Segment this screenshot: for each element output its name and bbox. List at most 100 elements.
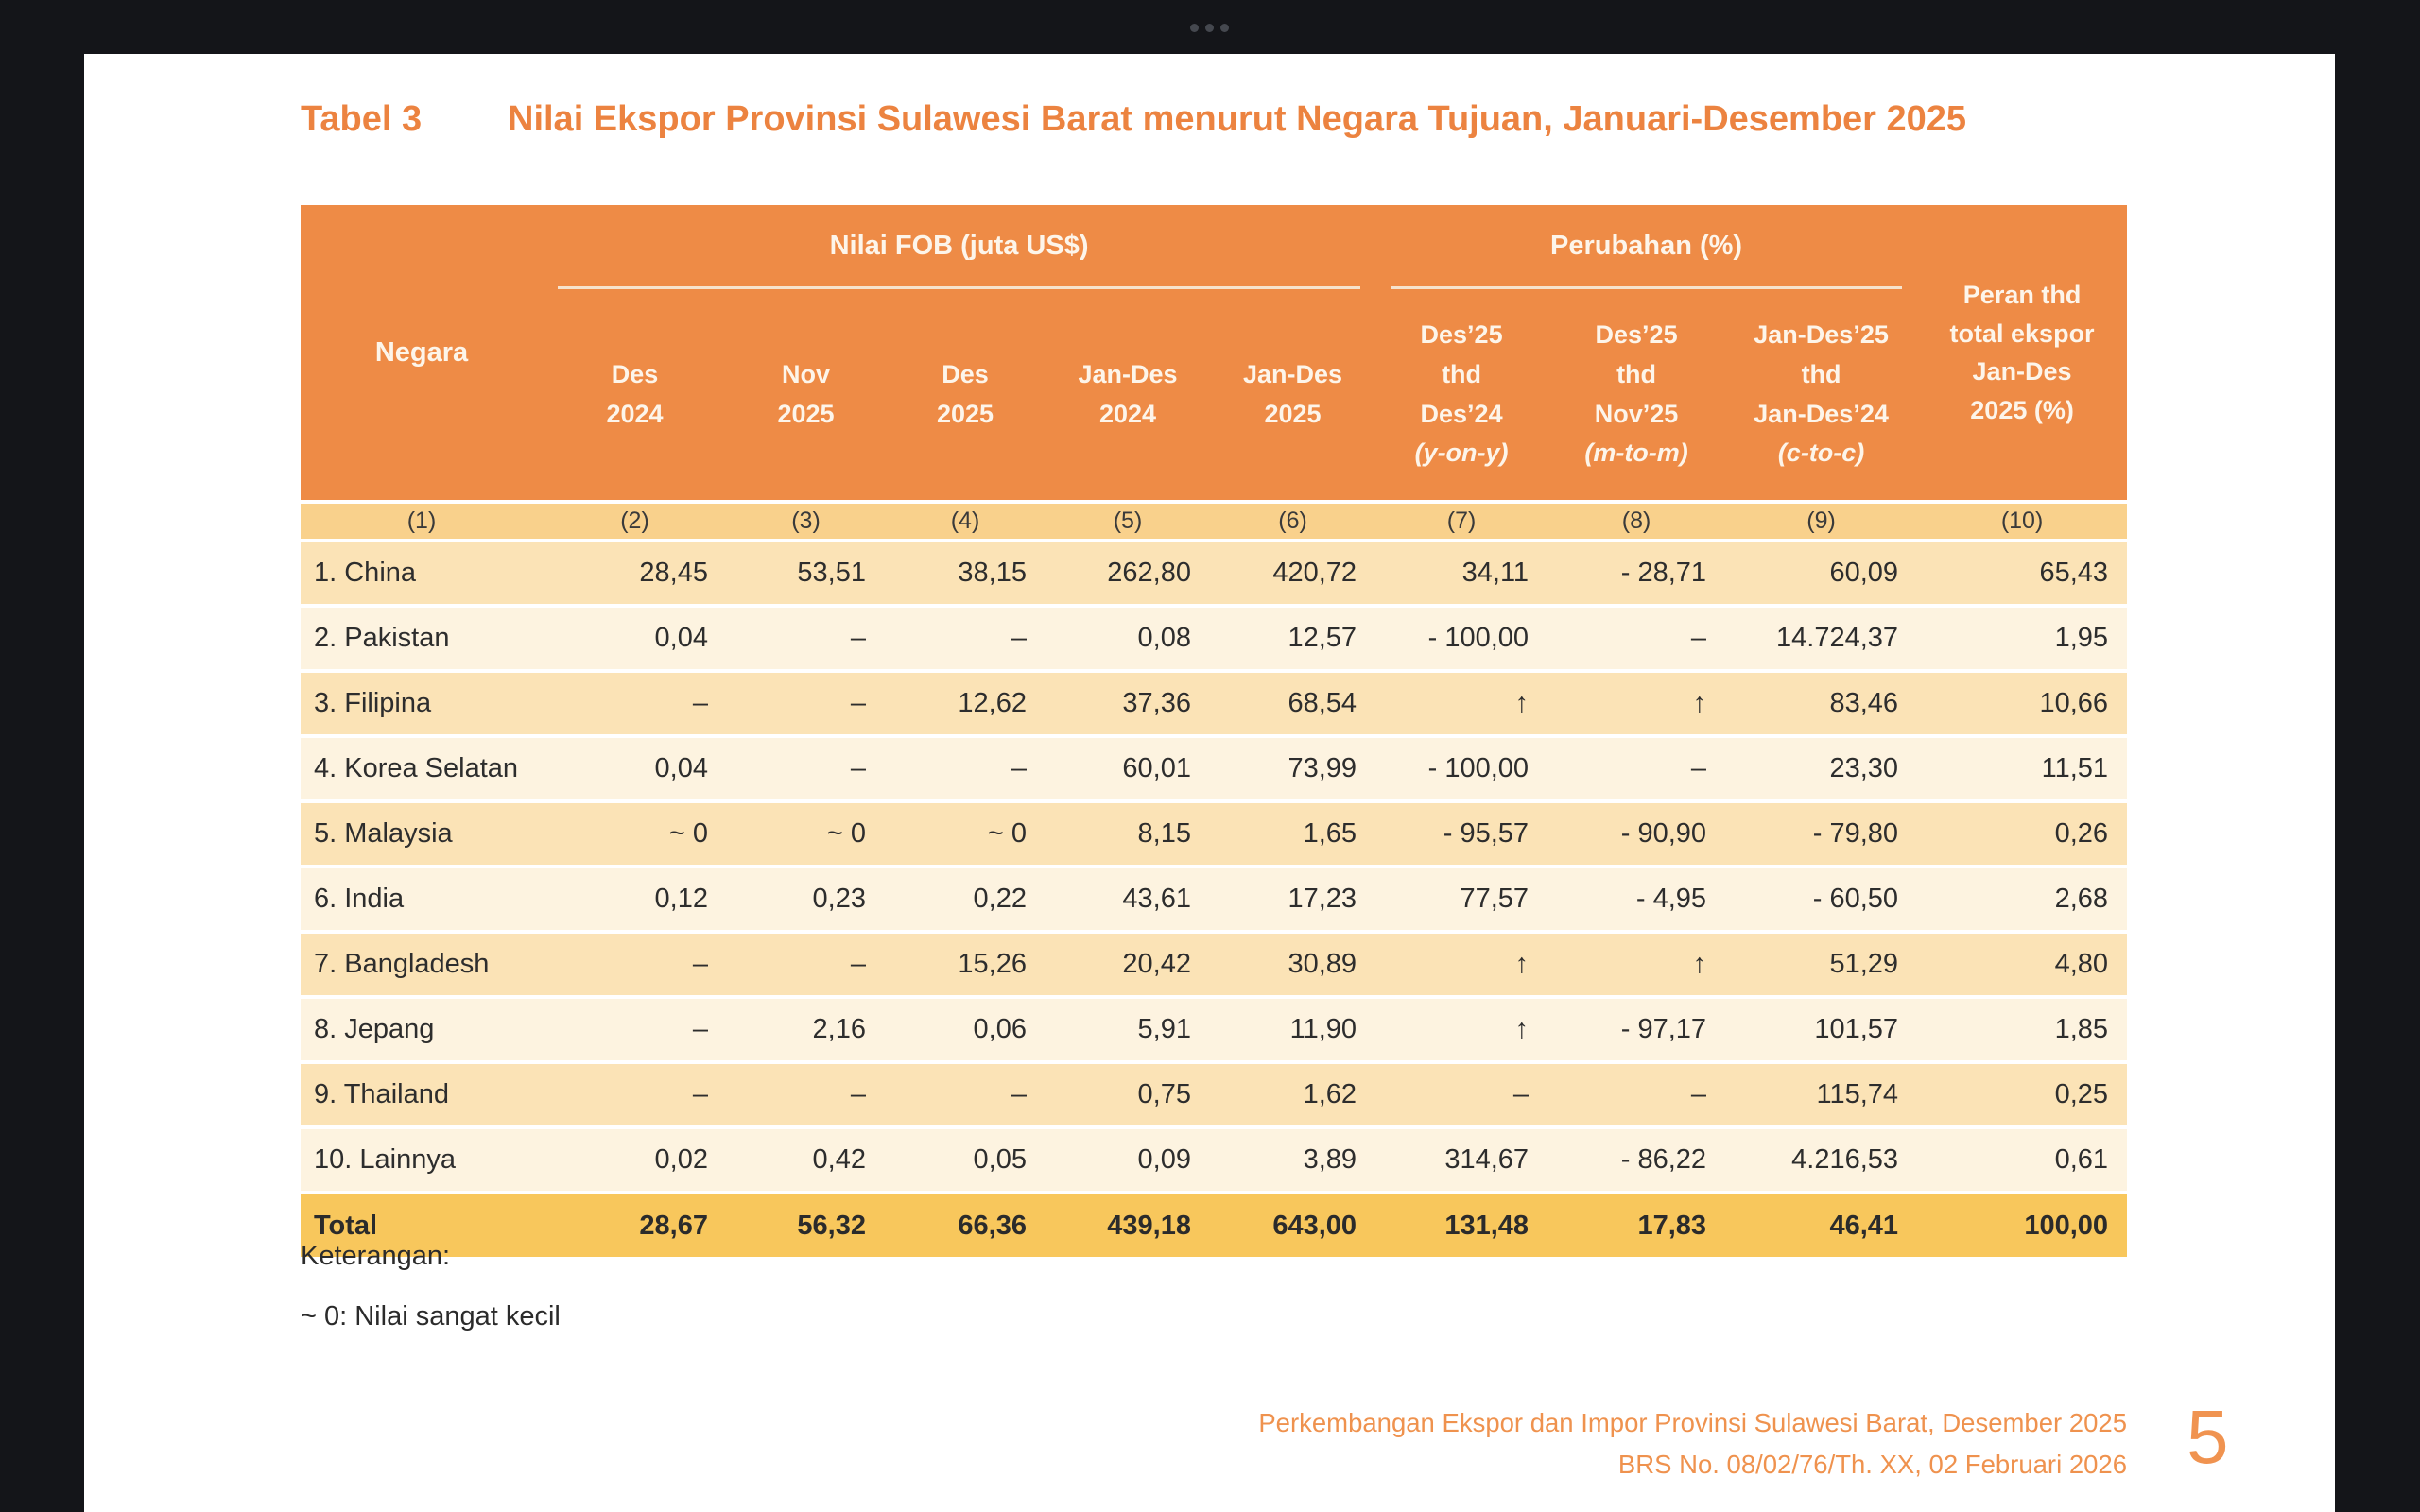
value-cell: 68,54	[1210, 669, 1376, 734]
value-cell: - 100,00	[1375, 604, 1548, 669]
value-cell: 0,04	[543, 604, 727, 669]
value-cell: - 28,71	[1547, 539, 1726, 604]
value-cell: ↑	[1547, 930, 1726, 995]
table-label: Tabel 3	[301, 99, 423, 139]
value-cell: 17,23	[1210, 865, 1376, 930]
table-row-lainnya: 10. Lainnya 0,02 0,42 0,05 0,09 3,89 314…	[301, 1125, 2128, 1191]
export-table-wrapper: Negara Nilai FOB (juta US$) Perubahan (%…	[301, 205, 2128, 1257]
col-number: (10)	[1917, 500, 2128, 539]
col-number: (3)	[727, 500, 885, 539]
value-cell: 53,51	[727, 539, 885, 604]
table-title-text: Nilai Ekspor Provinsi Sulawesi Barat men…	[508, 99, 1967, 139]
value-cell: 0,06	[885, 995, 1046, 1060]
yony-qualifier: (y-on-y)	[1414, 438, 1509, 468]
value-cell: 5,91	[1046, 995, 1210, 1060]
value-cell: 1,95	[1917, 604, 2128, 669]
col-header-negara: Negara	[301, 205, 543, 500]
col-header-yony: Des’25 thd Des’24 (y-on-y)	[1375, 289, 1548, 500]
col-number: (4)	[885, 500, 1046, 539]
value-cell: 2,68	[1917, 865, 2128, 930]
col-number: (2)	[543, 500, 727, 539]
value-cell: - 97,17	[1547, 995, 1726, 1060]
col-header-nov-2025: Nov 2025	[727, 289, 885, 500]
value-cell: 77,57	[1375, 865, 1548, 930]
country-cell: 6. India	[301, 865, 543, 930]
value-cell: 4.216,53	[1725, 1125, 1918, 1191]
value-cell: - 4,95	[1547, 865, 1726, 930]
value-cell: 83,46	[1725, 669, 1918, 734]
value-cell: ~ 0	[543, 799, 727, 865]
value-cell: 314,67	[1375, 1125, 1548, 1191]
value-cell: 0,61	[1917, 1125, 2128, 1191]
value-cell: 37,36	[1046, 669, 1210, 734]
value-cell: 4,80	[1917, 930, 2128, 995]
export-table: Negara Nilai FOB (juta US$) Perubahan (%…	[301, 205, 2128, 1257]
value-cell: 101,57	[1725, 995, 1918, 1060]
value-cell: –	[1547, 1060, 1726, 1125]
ctoc-label: Jan-Des’25 thd Jan-Des’24	[1754, 319, 1889, 428]
value-cell: ↑	[1547, 669, 1726, 734]
value-cell: 12,57	[1210, 604, 1376, 669]
table-row-filipina: 3. Filipina – – 12,62 37,36 68,54 ↑ ↑ 83…	[301, 669, 2128, 734]
dot-icon	[1220, 24, 1229, 32]
table-row-jepang: 8. Jepang – 2,16 0,06 5,91 11,90 ↑ - 97,…	[301, 995, 2128, 1060]
window-handle-dots	[1190, 24, 1229, 32]
total-value-cell: 17,83	[1547, 1191, 1726, 1257]
value-cell: 1,85	[1917, 995, 2128, 1060]
value-cell: ↑	[1375, 669, 1548, 734]
footer-citation: Perkembangan Ekspor dan Impor Provinsi S…	[1258, 1402, 2127, 1486]
col-header-jandes-2024: Jan-Des 2024	[1046, 289, 1210, 500]
total-label: Total	[301, 1191, 543, 1257]
total-value-cell: 46,41	[1725, 1191, 1918, 1257]
value-cell: –	[543, 1060, 727, 1125]
table-row-bangladesh: 7. Bangladesh – – 15,26 20,42 30,89 ↑ ↑ …	[301, 930, 2128, 995]
mtom-qualifier: (m-to-m)	[1584, 438, 1688, 468]
value-cell: 0,42	[727, 1125, 885, 1191]
value-cell: 0,75	[1046, 1060, 1210, 1125]
group-header-perubahan: Perubahan (%)	[1375, 205, 1918, 289]
value-cell: 65,43	[1917, 539, 2128, 604]
country-cell: 10. Lainnya	[301, 1125, 543, 1191]
value-cell: ↑	[1375, 930, 1548, 995]
value-cell: 0,05	[885, 1125, 1046, 1191]
value-cell: –	[885, 604, 1046, 669]
document-title: Tabel 3 Nilai Ekspor Provinsi Sulawesi B…	[301, 94, 2135, 146]
group-header-fob-label: Nilai FOB (juta US$)	[558, 205, 1361, 289]
value-cell: - 79,80	[1725, 799, 1918, 865]
col-number: (1)	[301, 500, 543, 539]
col-number: (6)	[1210, 500, 1376, 539]
value-cell: –	[727, 604, 885, 669]
total-value-cell: 66,36	[885, 1191, 1046, 1257]
dot-icon	[1190, 24, 1199, 32]
country-cell: 8. Jepang	[301, 995, 543, 1060]
value-cell: 30,89	[1210, 930, 1376, 995]
column-number-row: (1) (2) (3) (4) (5) (6) (7) (8) (9) (10)	[301, 500, 2128, 539]
value-cell: 0,12	[543, 865, 727, 930]
table-row-china: 1. China 28,45 53,51 38,15 262,80 420,72…	[301, 539, 2128, 604]
value-cell: 38,15	[885, 539, 1046, 604]
table-row-malaysia: 5. Malaysia ~ 0 ~ 0 ~ 0 8,15 1,65 - 95,5…	[301, 799, 2128, 865]
value-cell: 15,26	[885, 930, 1046, 995]
value-cell: 8,15	[1046, 799, 1210, 865]
value-cell: 0,04	[543, 734, 727, 799]
table-row-korea-selatan: 4. Korea Selatan 0,04 – – 60,01 73,99 - …	[301, 734, 2128, 799]
document-page: Tabel 3 Nilai Ekspor Provinsi Sulawesi B…	[84, 54, 2335, 1512]
dot-icon	[1205, 24, 1214, 32]
country-cell: 1. China	[301, 539, 543, 604]
value-cell: 1,62	[1210, 1060, 1376, 1125]
table-row-india: 6. India 0,12 0,23 0,22 43,61 17,23 77,5…	[301, 865, 2128, 930]
value-cell: - 86,22	[1547, 1125, 1726, 1191]
value-cell: –	[727, 930, 885, 995]
value-cell: 60,09	[1725, 539, 1918, 604]
footer-publication-title: Perkembangan Ekspor dan Impor Provinsi S…	[1258, 1408, 2127, 1437]
table-row-pakistan: 2. Pakistan 0,04 – – 0,08 12,57 - 100,00…	[301, 604, 2128, 669]
value-cell: 0,25	[1917, 1060, 2128, 1125]
value-cell: 11,51	[1917, 734, 2128, 799]
value-cell: –	[543, 995, 727, 1060]
country-cell: 2. Pakistan	[301, 604, 543, 669]
value-cell: 20,42	[1046, 930, 1210, 995]
col-header-des-2025: Des 2025	[885, 289, 1046, 500]
keterangan-note: ~ 0: Nilai sangat kecil	[301, 1301, 561, 1332]
value-cell: –	[1547, 604, 1726, 669]
country-cell: 5. Malaysia	[301, 799, 543, 865]
